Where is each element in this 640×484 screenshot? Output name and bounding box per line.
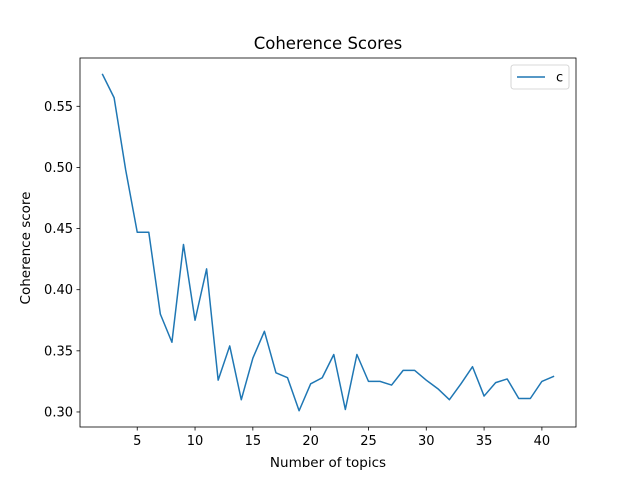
chart-title: Coherence Scores [254,34,403,53]
legend-label: c [556,71,563,86]
plot-area [101,73,555,412]
x-tick-label: 15 [245,434,262,449]
x-tick-label: 5 [133,434,141,449]
x-tick-label: 35 [476,434,493,449]
x-tick-label: 40 [534,434,551,449]
y-tick-label: 0.40 [44,283,73,298]
legend: c [510,64,570,90]
y-tick-label: 0.50 [44,161,73,176]
x-axis-label: Number of topics [270,455,386,471]
series-line-0 [101,73,555,412]
x-tick-label: 30 [418,434,435,449]
y-tick-label: 0.30 [44,405,73,420]
axes: 5 10 15 20 25 30 35 40 0.30 0.35 0.40 0.45 0.50 0.55 [44,57,577,449]
x-tick-label: 10 [187,434,204,449]
y-tick-label: 0.35 [44,344,73,359]
x-tick-label: 25 [360,434,377,449]
y-axis-label: Coherence score [18,192,34,305]
y-tick-label: 0.55 [44,100,73,115]
axes-frame [79,57,577,428]
x-tick-label: 20 [302,434,319,449]
y-tick-label: 0.45 [44,222,73,237]
